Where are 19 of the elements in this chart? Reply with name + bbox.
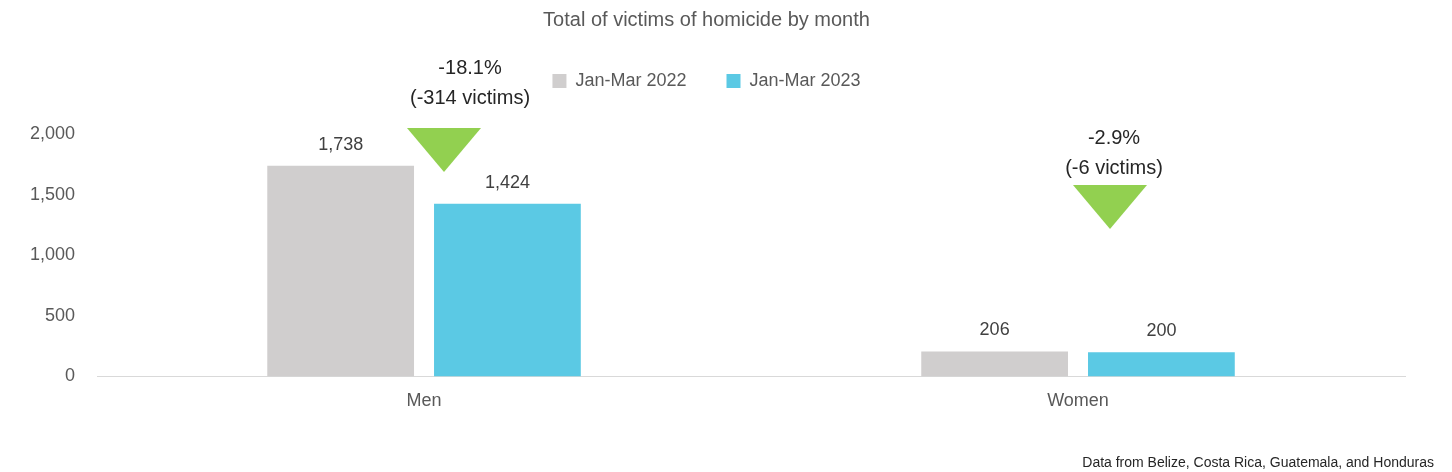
legend-label: Jan-Mar 2023 <box>749 69 861 90</box>
text: Data from Belize, Costa Rica, Guatemala, and Honduras <box>1082 453 1434 470</box>
y-tick-label: 1,500 <box>30 183 76 204</box>
bar <box>1088 352 1235 377</box>
data-label: 1,738 <box>318 133 364 154</box>
chart-title: Total of victims of homicide by month <box>543 7 870 30</box>
text: -18.1% (-314 victims) <box>410 55 531 108</box>
y-tick-label: 2,000 <box>30 122 76 143</box>
legend-label: Jan-Mar 2022 <box>575 69 687 90</box>
y-tick-label: 0 <box>65 365 76 386</box>
data-label: 1,424 <box>484 171 530 192</box>
y-tick-label: 1,000 <box>30 244 76 265</box>
x-tick-label: Men <box>406 390 442 411</box>
y-tick-label: 500 <box>45 304 76 325</box>
bar <box>434 203 581 377</box>
data-label: 200 <box>1146 320 1177 341</box>
annotation: -2.9% (-6 victims) <box>1065 125 1163 178</box>
x-tick-label: Women <box>1047 390 1109 411</box>
data-label: 206 <box>979 319 1010 340</box>
